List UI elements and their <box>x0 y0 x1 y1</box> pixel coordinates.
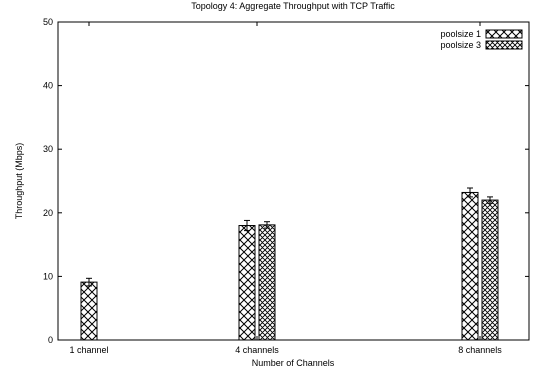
legend-swatch-poolsize-1 <box>485 29 523 39</box>
bar-poolsize-1-1-channel <box>80 281 98 341</box>
x-axis-label: Number of Channels <box>252 358 335 368</box>
x-tick-label: 8 channels <box>458 345 502 355</box>
x-tick-label: 4 channels <box>235 345 279 355</box>
bar-poolsize-3-8-channels <box>481 199 499 341</box>
y-tick-label: 0 <box>48 335 53 345</box>
legend-label-poolsize-3: poolsize 3 <box>440 40 481 50</box>
y-axis-ticks: 0 10 20 30 40 50 <box>43 17 529 345</box>
bar-poolsize-3-4-channels <box>258 224 276 341</box>
y-tick-label: 40 <box>43 81 53 91</box>
legend: poolsize 1 poolsize 3 <box>440 29 523 50</box>
y-tick-label: 30 <box>43 144 53 154</box>
chart-title: Topology 4: Aggregate Throughput with TC… <box>191 1 395 11</box>
y-tick-label: 50 <box>43 17 53 27</box>
plot-frame <box>57 21 530 341</box>
x-tick-label: 1 channel <box>69 345 108 355</box>
y-axis-label: Throughput (Mbps) <box>14 143 24 220</box>
legend-swatch-poolsize-3 <box>485 40 523 50</box>
bars <box>80 187 499 341</box>
bar-poolsize-1-8-channels <box>461 191 479 341</box>
y-tick-label: 10 <box>43 271 53 281</box>
legend-label-poolsize-1: poolsize 1 <box>440 29 481 39</box>
bar-poolsize-1-4-channels <box>238 225 256 341</box>
x-axis-ticks: 1 channel 4 channels 8 channels <box>69 22 502 355</box>
y-tick-label: 20 <box>43 208 53 218</box>
